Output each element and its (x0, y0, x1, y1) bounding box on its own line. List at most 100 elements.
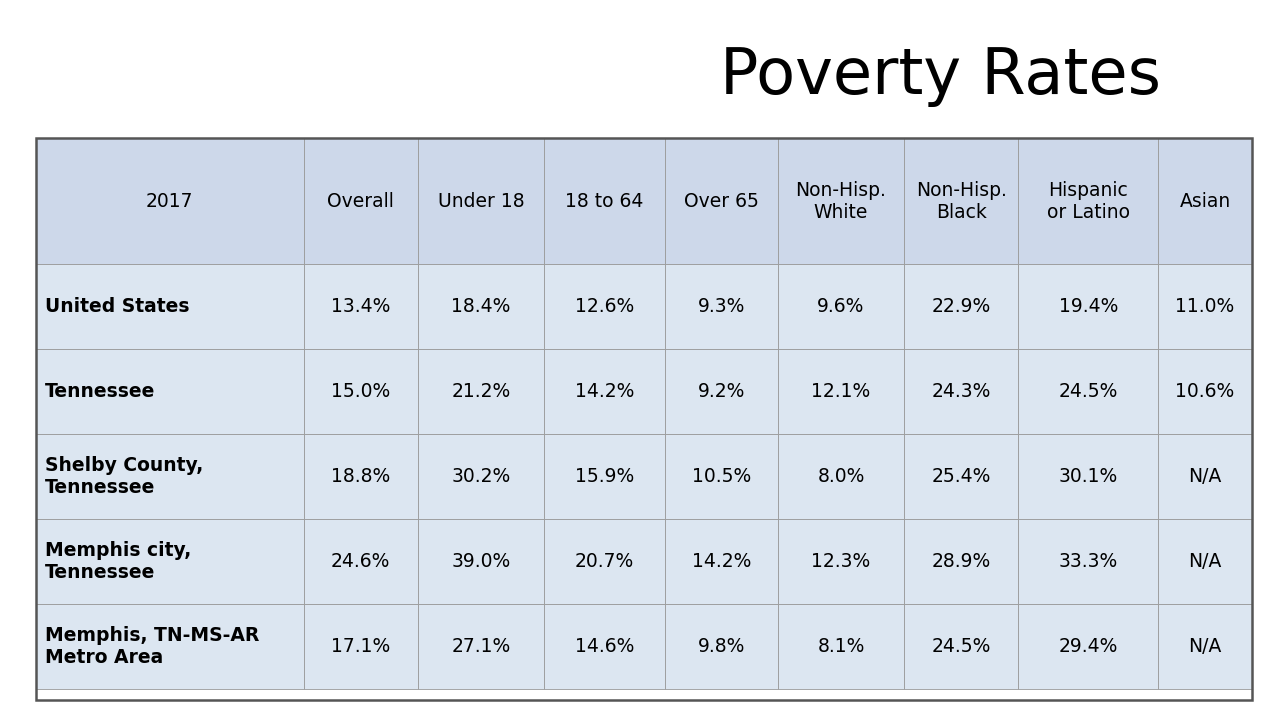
Bar (544, 434, 666, 519)
Bar (666, 519, 778, 604)
Text: Tennessee: Tennessee (45, 382, 155, 401)
Bar (1158, 519, 1252, 604)
Text: 8.0%: 8.0% (818, 467, 865, 486)
Text: 30.1%: 30.1% (1059, 467, 1117, 486)
Bar (36, 604, 303, 689)
Text: 19.4%: 19.4% (1059, 297, 1117, 316)
Bar (417, 264, 544, 349)
Bar (417, 434, 544, 519)
Bar (666, 434, 778, 519)
Bar (1158, 434, 1252, 519)
Text: Overall: Overall (328, 192, 394, 211)
Bar (303, 604, 417, 689)
Bar (778, 138, 904, 264)
Bar (417, 604, 544, 689)
Text: Shelby County,
Tennessee: Shelby County, Tennessee (45, 456, 204, 497)
Bar (1019, 604, 1158, 689)
Text: 24.3%: 24.3% (932, 382, 991, 401)
Text: 13.4%: 13.4% (332, 297, 390, 316)
Bar (303, 264, 417, 349)
Text: Hispanic
or Latino: Hispanic or Latino (1047, 181, 1130, 222)
Text: 18 to 64: 18 to 64 (566, 192, 644, 211)
Text: Memphis city,
Tennessee: Memphis city, Tennessee (45, 541, 191, 582)
Text: 24.6%: 24.6% (332, 552, 390, 571)
Bar (1158, 604, 1252, 689)
Text: Under 18: Under 18 (438, 192, 525, 211)
Bar (778, 519, 904, 604)
Bar (303, 349, 417, 434)
Bar (36, 138, 303, 264)
Bar (1019, 349, 1158, 434)
Text: 12.6%: 12.6% (575, 297, 635, 316)
Bar (904, 434, 1019, 519)
Bar (904, 138, 1019, 264)
Bar (1019, 519, 1158, 604)
Text: 10.5%: 10.5% (692, 467, 751, 486)
Bar (36, 434, 303, 519)
Text: 22.9%: 22.9% (932, 297, 991, 316)
Bar (303, 519, 417, 604)
Text: 27.1%: 27.1% (452, 637, 511, 656)
Text: 11.0%: 11.0% (1175, 297, 1235, 316)
Text: N/A: N/A (1188, 637, 1222, 656)
Text: 9.8%: 9.8% (698, 637, 745, 656)
Bar (544, 349, 666, 434)
Bar (36, 264, 303, 349)
Bar (303, 434, 417, 519)
Bar (1158, 138, 1252, 264)
Bar (1019, 264, 1158, 349)
Text: 25.4%: 25.4% (932, 467, 991, 486)
Bar (36, 519, 303, 604)
Text: 8.1%: 8.1% (818, 637, 865, 656)
Text: Over 65: Over 65 (684, 192, 759, 211)
Text: N/A: N/A (1188, 552, 1222, 571)
Text: 28.9%: 28.9% (932, 552, 991, 571)
Text: Poverty Rates: Poverty Rates (721, 45, 1161, 107)
Bar (778, 264, 904, 349)
Bar (1019, 434, 1158, 519)
Bar (904, 349, 1019, 434)
Bar (904, 264, 1019, 349)
Text: Memphis, TN-MS-AR
Metro Area: Memphis, TN-MS-AR Metro Area (45, 626, 259, 667)
Text: 2017: 2017 (146, 192, 193, 211)
Bar (417, 519, 544, 604)
Text: 14.2%: 14.2% (575, 382, 635, 401)
Bar (303, 138, 417, 264)
Bar (36, 138, 1252, 700)
Text: 20.7%: 20.7% (575, 552, 635, 571)
Bar (544, 519, 666, 604)
Text: 33.3%: 33.3% (1059, 552, 1117, 571)
Bar (778, 349, 904, 434)
Bar (417, 138, 544, 264)
Text: Non-Hisp.
Black: Non-Hisp. Black (915, 181, 1006, 222)
Text: 14.2%: 14.2% (691, 552, 751, 571)
Text: 24.5%: 24.5% (932, 637, 991, 656)
Text: 10.6%: 10.6% (1175, 382, 1235, 401)
Text: 18.8%: 18.8% (332, 467, 390, 486)
Bar (544, 264, 666, 349)
Bar (904, 519, 1019, 604)
Bar (417, 349, 544, 434)
Bar (1158, 349, 1252, 434)
Text: 29.4%: 29.4% (1059, 637, 1117, 656)
Text: 39.0%: 39.0% (452, 552, 511, 571)
Text: United States: United States (45, 297, 189, 316)
Bar (778, 604, 904, 689)
Text: N/A: N/A (1188, 467, 1222, 486)
Bar (666, 604, 778, 689)
Bar (544, 138, 666, 264)
Text: 30.2%: 30.2% (452, 467, 511, 486)
Text: 12.3%: 12.3% (812, 552, 870, 571)
Text: 21.2%: 21.2% (452, 382, 511, 401)
Bar (544, 604, 666, 689)
Bar (666, 264, 778, 349)
Text: 24.5%: 24.5% (1059, 382, 1117, 401)
Text: Non-Hisp.
White: Non-Hisp. White (796, 181, 887, 222)
Text: 17.1%: 17.1% (332, 637, 390, 656)
Bar (666, 349, 778, 434)
Text: 14.6%: 14.6% (575, 637, 635, 656)
Text: Asian: Asian (1179, 192, 1231, 211)
Text: 15.9%: 15.9% (575, 467, 635, 486)
Bar (778, 434, 904, 519)
Bar (36, 349, 303, 434)
